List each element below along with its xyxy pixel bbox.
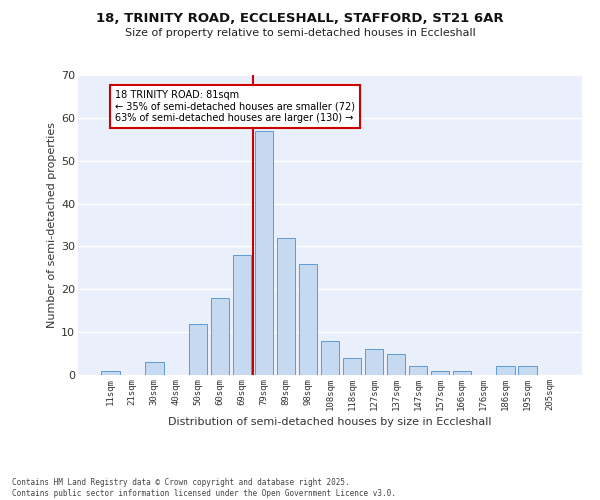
Bar [386,354,405,375]
Bar [518,366,537,375]
Bar [431,370,449,375]
Text: Size of property relative to semi-detached houses in Eccleshall: Size of property relative to semi-detach… [125,28,475,38]
Bar [409,366,427,375]
Bar [189,324,208,375]
Bar [299,264,317,375]
Y-axis label: Number of semi-detached properties: Number of semi-detached properties [47,122,57,328]
Bar [496,366,515,375]
Bar [277,238,295,375]
Bar [365,350,383,375]
Bar [233,255,251,375]
Bar [101,370,119,375]
Text: Contains HM Land Registry data © Crown copyright and database right 2025.
Contai: Contains HM Land Registry data © Crown c… [12,478,396,498]
Bar [255,130,274,375]
Bar [452,370,471,375]
X-axis label: Distribution of semi-detached houses by size in Eccleshall: Distribution of semi-detached houses by … [168,417,492,427]
Text: 18 TRINITY ROAD: 81sqm
← 35% of semi-detached houses are smaller (72)
63% of sem: 18 TRINITY ROAD: 81sqm ← 35% of semi-det… [115,90,355,123]
Bar [211,298,229,375]
Bar [145,362,164,375]
Bar [320,340,340,375]
Bar [343,358,361,375]
Text: 18, TRINITY ROAD, ECCLESHALL, STAFFORD, ST21 6AR: 18, TRINITY ROAD, ECCLESHALL, STAFFORD, … [96,12,504,26]
